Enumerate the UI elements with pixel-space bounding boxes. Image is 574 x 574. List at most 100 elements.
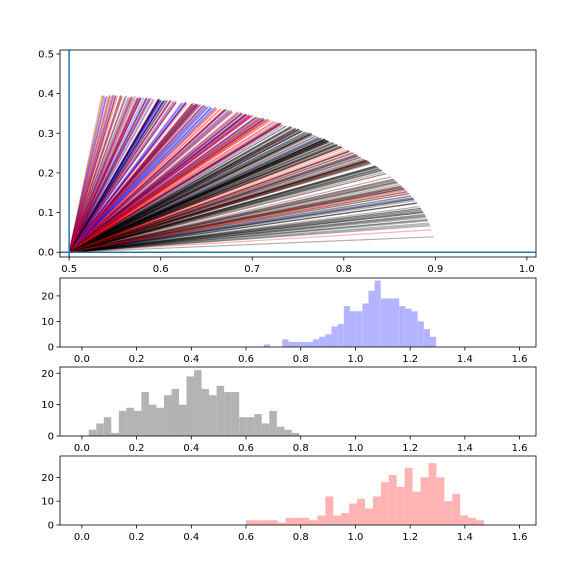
ray-line <box>68 123 281 253</box>
ray-line <box>68 98 160 253</box>
ray-line <box>68 97 141 253</box>
ray-line <box>68 115 252 253</box>
ray-line <box>69 178 395 253</box>
ray-line <box>68 117 260 253</box>
ray-line <box>68 130 303 253</box>
ray-line <box>68 100 172 253</box>
ray-line <box>68 98 139 253</box>
ray-line <box>68 95 115 253</box>
ray-line <box>68 116 256 253</box>
ray-line <box>68 100 160 253</box>
histogram-bar <box>374 280 381 347</box>
ray-line <box>68 136 320 253</box>
ray-line <box>68 161 370 253</box>
ray-line <box>68 97 126 253</box>
ray-line <box>69 171 385 253</box>
histogram-bar <box>317 515 326 525</box>
ray-line <box>69 182 399 253</box>
ray-line <box>68 103 193 253</box>
ray-line <box>68 126 292 253</box>
x-tick-label: 0.2 <box>129 443 145 454</box>
ray-line <box>68 123 281 253</box>
ray-line <box>68 162 371 253</box>
axes-frame <box>59 455 537 526</box>
ray-line <box>68 165 376 253</box>
x-tick-label: 1.4 <box>457 532 473 543</box>
ray-line <box>68 111 239 253</box>
ray-line <box>68 125 287 253</box>
ray-line <box>68 107 218 253</box>
ray-line <box>68 145 339 253</box>
ray-line <box>68 123 281 253</box>
ray-line <box>68 124 282 253</box>
ray-line <box>68 95 105 253</box>
ray-line <box>68 145 342 253</box>
histogram-bar <box>126 407 134 436</box>
ray-line <box>68 118 268 253</box>
ray-line <box>68 104 202 253</box>
ray-line <box>68 146 343 253</box>
ray-line <box>68 114 246 253</box>
histogram-bar <box>343 306 350 347</box>
ray-line <box>68 101 187 253</box>
ray-line <box>69 179 396 253</box>
histogram-bar <box>179 404 187 436</box>
ray-line <box>69 172 387 253</box>
ray-line <box>68 112 242 253</box>
ray-line <box>68 155 358 253</box>
ray-line <box>68 98 138 253</box>
ray-line <box>68 96 111 253</box>
ray-line <box>68 109 232 253</box>
ray-line <box>68 99 166 253</box>
ray-line <box>68 161 369 253</box>
ray-group <box>68 94 434 253</box>
ray-line <box>69 189 407 253</box>
ray-line <box>68 139 325 253</box>
ray-line <box>68 118 263 253</box>
ray-line <box>69 198 414 253</box>
ray-line <box>68 127 293 253</box>
ray-line <box>68 165 376 253</box>
x-tick-label: 1.2 <box>402 354 418 365</box>
ray-line <box>68 117 261 253</box>
ray-line <box>68 100 162 253</box>
ray-line <box>68 113 250 253</box>
ray-line <box>68 119 265 253</box>
histogram-bar <box>294 341 301 347</box>
ray-line <box>68 98 150 253</box>
ray-line <box>68 100 168 253</box>
histogram-bar <box>357 498 366 525</box>
ray-line <box>68 125 287 253</box>
histogram-bar <box>254 414 262 436</box>
ray-line <box>68 96 109 253</box>
ray-line <box>68 117 258 253</box>
histogram-bar <box>277 522 286 525</box>
ray-line <box>68 128 300 253</box>
x-tick-label: 0.0 <box>74 443 90 454</box>
ray-line <box>68 99 155 253</box>
ray-line <box>68 105 210 253</box>
ray-line <box>68 162 371 253</box>
ray-line <box>68 113 243 253</box>
ray-line <box>69 180 397 253</box>
histogram-bar <box>412 491 421 525</box>
histogram-bar <box>380 298 387 347</box>
histogram-bar <box>148 404 157 436</box>
x-tick-label: 1.0 <box>347 354 363 365</box>
histogram-bar <box>216 385 225 436</box>
ray-line <box>68 119 269 253</box>
x-tick-label: 1.6 <box>512 443 528 454</box>
histogram-bar <box>393 298 400 347</box>
histogram-bar <box>337 324 344 347</box>
ray-line <box>69 186 404 253</box>
ray-line <box>68 144 338 253</box>
ray-line <box>68 103 197 253</box>
ray-line <box>68 133 311 253</box>
ray-line <box>68 139 328 253</box>
ray-line <box>68 96 106 253</box>
ray-line <box>68 128 297 253</box>
ray-line <box>68 134 313 253</box>
ray-line <box>68 141 330 253</box>
ray-line <box>68 112 239 253</box>
y-tick-label: 0.1 <box>38 208 54 219</box>
